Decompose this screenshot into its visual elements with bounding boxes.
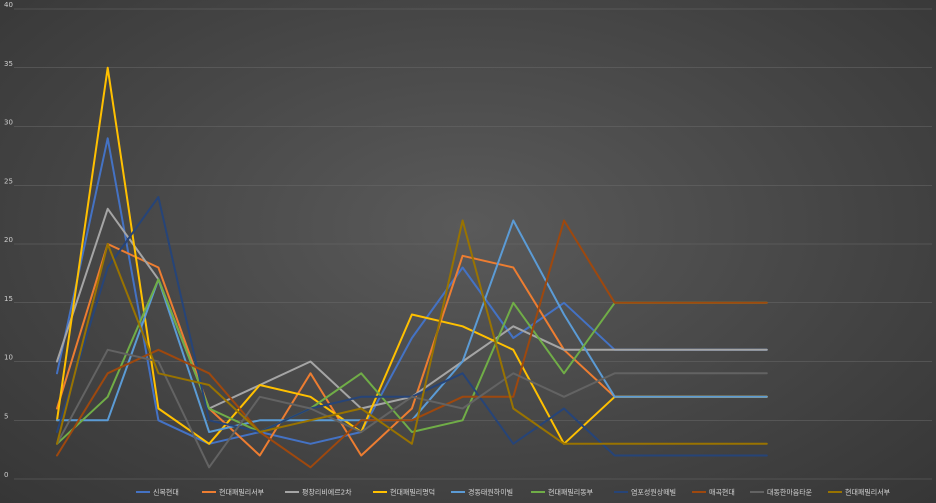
legend-label: 평창리비에르2차 (302, 488, 352, 497)
series-line (56, 219, 768, 433)
y-tick-label: 15 (4, 295, 13, 303)
legend-label: 대동한마음타운 (767, 488, 813, 497)
series-line (56, 219, 768, 469)
y-axis-ticks: 0 5 10 15 20 25 30 35 40 (4, 1, 13, 479)
series-lines (56, 66, 768, 469)
y-tick-label: 35 (4, 60, 13, 68)
y-tick-label: 30 (4, 119, 13, 127)
y-tick-label: 10 (4, 354, 13, 362)
y-tick-label: 0 (4, 471, 8, 479)
series-line (56, 196, 768, 457)
y-tick-label: 40 (4, 1, 13, 9)
y-tick-label: 5 (4, 412, 8, 420)
legend-label: 현대패밀리명덕 (390, 488, 435, 497)
legend-label: 현대패밀리서부 (845, 488, 891, 497)
series-line (56, 219, 768, 445)
y-tick-label: 25 (4, 177, 13, 185)
legend-label: 매곡현대 (709, 489, 735, 497)
legend: 신복현대 현대패밀리서부 평창리비에르2차 현대패밀리명덕 경동태원하이빌 현대패밀리동부… (136, 488, 891, 497)
legend-label: 현대패밀리동부 (548, 488, 594, 497)
series-line (56, 66, 768, 445)
legend-label: 염포성원상떼빌 (631, 488, 676, 497)
grid-lines (14, 8, 932, 480)
series-line (56, 348, 768, 469)
y-tick-label: 20 (4, 236, 13, 244)
series-line (56, 207, 768, 410)
legend-label: 신복현대 (153, 488, 179, 497)
legend-label: 현대패밀리서부 (219, 488, 265, 497)
legend-label: 경동태원하이빌 (468, 488, 513, 497)
